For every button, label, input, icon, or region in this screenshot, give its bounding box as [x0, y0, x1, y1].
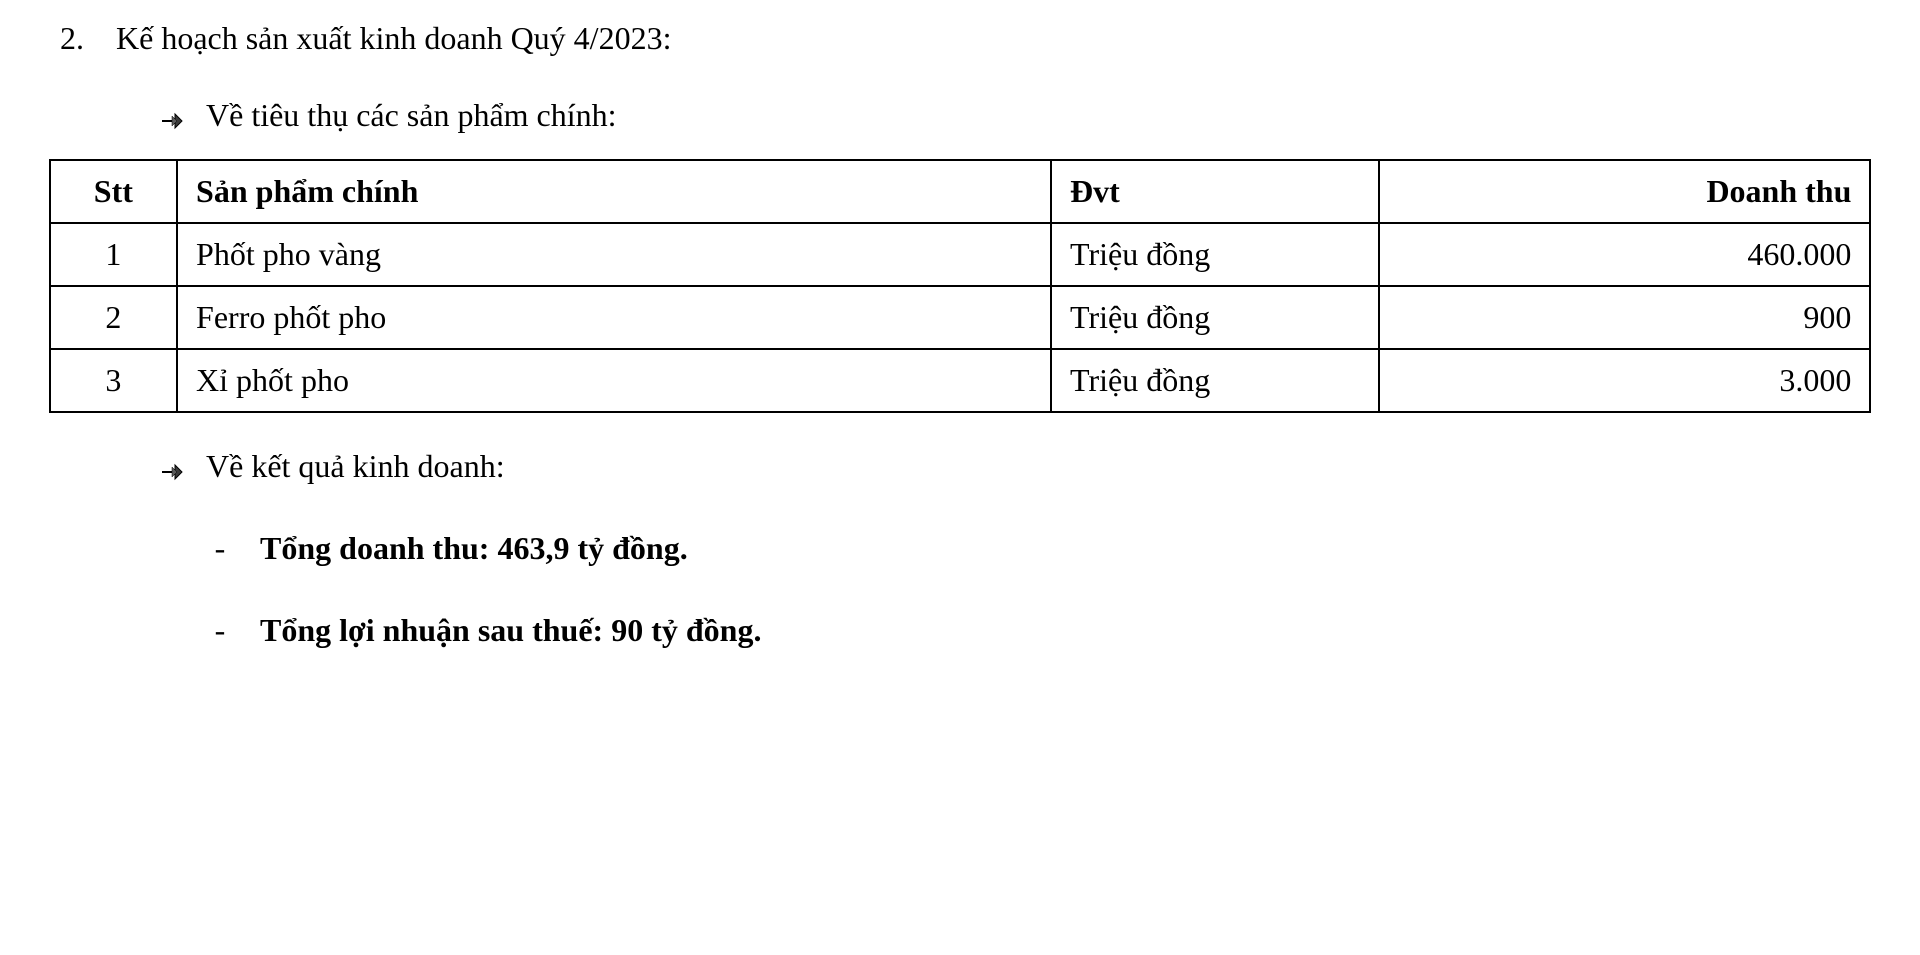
table-header-row: Stt Sản phẩm chính Đvt Doanh thu	[50, 160, 1871, 223]
cell-unit: Triệu đồng	[1051, 286, 1379, 349]
result-line-profit: - Tổng lợi nhuận sau thuế: 90 tỷ đồng.	[160, 612, 1890, 649]
cell-product: Xỉ phốt pho	[177, 349, 1051, 412]
cell-product: Phốt pho vàng	[177, 223, 1051, 286]
total-revenue-text: Tổng doanh thu: 463,9 tỷ đồng.	[260, 530, 688, 567]
products-table: Stt Sản phẩm chính Đvt Doanh thu 1 Phốt …	[49, 159, 1872, 413]
header-product: Sản phẩm chính	[177, 160, 1051, 223]
result-line-revenue: - Tổng doanh thu: 463,9 tỷ đồng.	[160, 530, 1890, 567]
bullet-consumption-text: Về tiêu thụ các sản phẩm chính:	[206, 97, 617, 134]
cell-unit: Triệu đồng	[1051, 223, 1379, 286]
cell-revenue: 460.000	[1379, 223, 1871, 286]
dash-icon: -	[210, 612, 230, 649]
total-profit-text: Tổng lợi nhuận sau thuế: 90 tỷ đồng.	[260, 612, 761, 649]
bullet-line-results: Về kết quả kinh doanh:	[160, 448, 1890, 485]
pushpin-bullet-icon	[160, 104, 188, 128]
dash-icon: -	[210, 530, 230, 567]
results-section: Về kết quả kinh doanh: - Tổng doanh thu:…	[30, 448, 1890, 649]
cell-revenue: 3.000	[1379, 349, 1871, 412]
cell-unit: Triệu đồng	[1051, 349, 1379, 412]
table-row: 2 Ferro phốt pho Triệu đồng 900	[50, 286, 1871, 349]
cell-stt: 2	[50, 286, 177, 349]
bullet-line-consumption: Về tiêu thụ các sản phẩm chính:	[30, 97, 1890, 134]
section-number: 2.	[60, 20, 84, 56]
cell-product: Ferro phốt pho	[177, 286, 1051, 349]
header-revenue: Doanh thu	[1379, 160, 1871, 223]
header-unit: Đvt	[1051, 160, 1379, 223]
table-row: 1 Phốt pho vàng Triệu đồng 460.000	[50, 223, 1871, 286]
section-heading: 2. Kế hoạch sản xuất kinh doanh Quý 4/20…	[30, 20, 1890, 57]
bullet-results-text: Về kết quả kinh doanh:	[206, 448, 505, 485]
header-stt: Stt	[50, 160, 177, 223]
section-title: Kế hoạch sản xuất kinh doanh Quý 4/2023:	[116, 20, 671, 56]
table-row: 3 Xỉ phốt pho Triệu đồng 3.000	[50, 349, 1871, 412]
cell-stt: 1	[50, 223, 177, 286]
cell-stt: 3	[50, 349, 177, 412]
cell-revenue: 900	[1379, 286, 1871, 349]
pushpin-bullet-icon	[160, 455, 188, 479]
